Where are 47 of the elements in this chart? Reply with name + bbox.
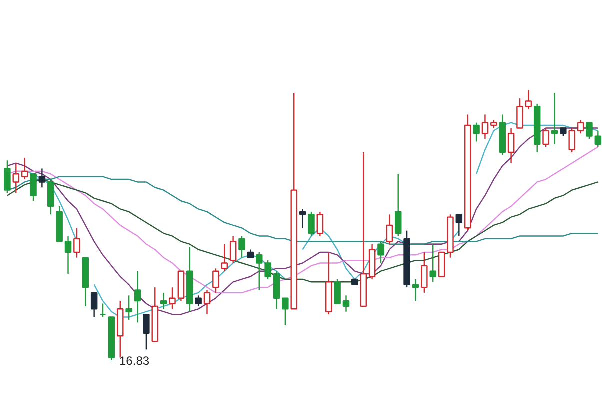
annotation: 16.83	[120, 354, 150, 368]
candlestick	[386, 214, 394, 245]
candlestick	[4, 160, 11, 194]
candlestick	[542, 128, 550, 148]
candlestick	[90, 292, 98, 318]
candlestick	[30, 174, 37, 202]
candlestick	[38, 168, 46, 188]
candlestick	[577, 120, 584, 134]
candlestick	[342, 295, 350, 312]
candlestick	[264, 260, 272, 280]
candlestick	[482, 114, 489, 140]
candlestick	[473, 122, 480, 142]
candlestick	[299, 208, 306, 229]
candlestick	[508, 128, 515, 164]
candlestick	[316, 211, 324, 237]
candlestick	[421, 252, 428, 294]
candlestick	[238, 236, 246, 258]
candlestick	[160, 292, 168, 310]
candlestick	[334, 278, 341, 304]
candlestick	[21, 157, 28, 180]
candlestick	[221, 244, 228, 272]
candlestick	[594, 130, 602, 148]
candlestick	[282, 298, 289, 326]
candlestick	[169, 286, 176, 310]
candlestick	[525, 90, 532, 110]
candlestick	[394, 174, 402, 237]
candlestick	[212, 268, 220, 294]
candlestick	[412, 278, 420, 302]
candlestick	[551, 92, 558, 146]
candlestick	[516, 98, 524, 129]
candlestick	[126, 295, 132, 321]
candlestick	[456, 214, 463, 237]
candlestick	[74, 228, 80, 258]
candlestick	[586, 122, 593, 140]
candlestick	[204, 290, 211, 316]
candlestick	[12, 162, 20, 194]
candlestick	[430, 244, 436, 283]
candlestick	[256, 252, 263, 291]
candlestick	[195, 295, 202, 308]
candlestick	[230, 236, 237, 264]
candlestick	[143, 314, 150, 350]
candlestick	[100, 303, 106, 318]
candlestick	[308, 211, 315, 237]
candlestick	[568, 128, 576, 154]
candlestick	[378, 241, 384, 264]
candlestick	[64, 236, 72, 275]
candlestick	[134, 270, 142, 324]
